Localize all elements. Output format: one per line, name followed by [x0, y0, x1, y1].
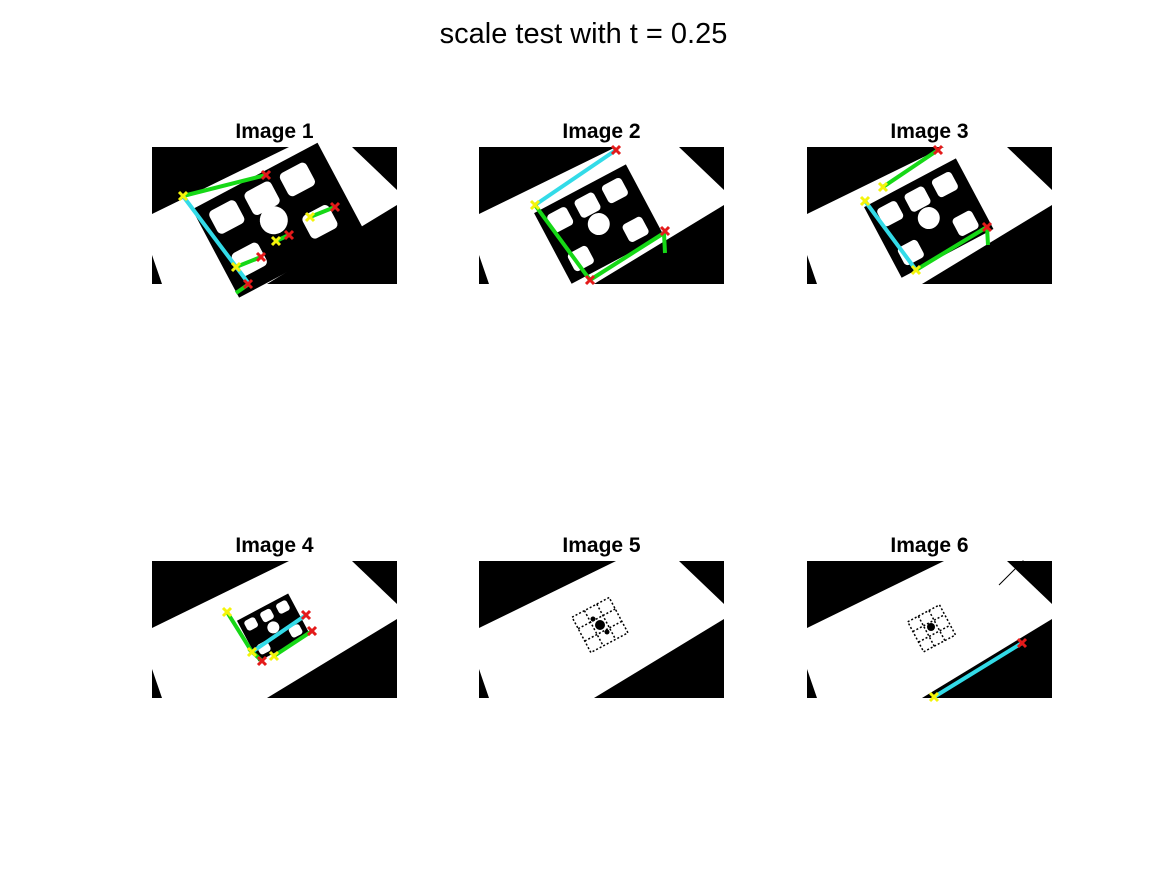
panel-title: Image 4 [112, 534, 437, 558]
image-1-canvas [152, 147, 397, 284]
image-2-canvas [479, 147, 724, 284]
panel-title: Image 3 [767, 120, 1092, 144]
image-4-canvas [152, 561, 397, 698]
image-6-canvas [807, 561, 1052, 698]
panel-title: Image 6 [767, 534, 1092, 558]
figure-title: scale test with t = 0.25 [0, 18, 1167, 51]
panel-title: Image 2 [439, 120, 764, 144]
panel-title: Image 5 [439, 534, 764, 558]
panel-title: Image 1 [112, 120, 437, 144]
image-3-canvas [807, 147, 1052, 284]
image-5-canvas [479, 561, 724, 698]
